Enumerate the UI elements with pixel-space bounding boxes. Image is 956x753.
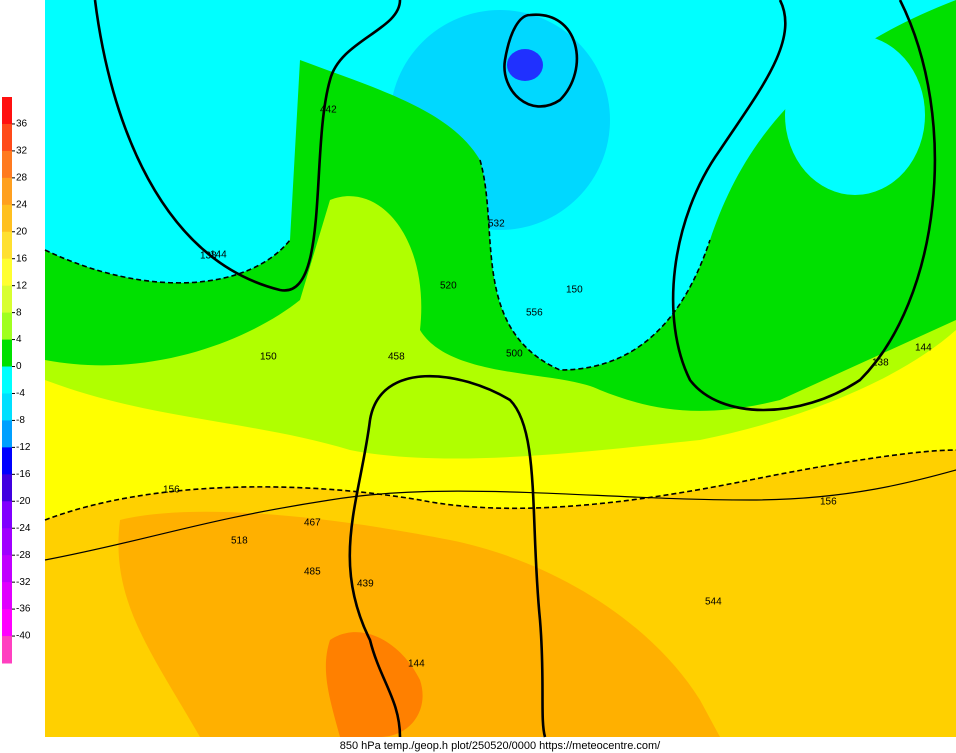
- colorbar-band: [2, 312, 12, 341]
- colorbar-band: [2, 123, 12, 152]
- map-label: 144: [210, 250, 227, 261]
- map-label: 467: [304, 518, 321, 529]
- colorbar-band: [2, 339, 12, 368]
- map-label: 150: [260, 352, 277, 363]
- colorbar-band: [2, 582, 12, 610]
- colorbar-tick-label: -20: [16, 496, 31, 507]
- colorbar-tick-label: -12: [16, 442, 31, 453]
- colorbar-tick-label: 16: [16, 253, 28, 264]
- map: 144 138 156 150 144 156 144 138 150 442 …: [44, 0, 956, 738]
- map-label: 156: [820, 497, 837, 508]
- colorbar-tick-label: -40: [16, 631, 31, 642]
- colorbar-tick-label: -8: [16, 415, 25, 426]
- colorbar-tick-label: 28: [16, 172, 28, 183]
- colorbar-band: [2, 150, 12, 179]
- map-label: 150: [566, 285, 583, 296]
- map-label: 532: [488, 219, 505, 230]
- colorbar-tick-label: -24: [16, 523, 31, 534]
- map-label: 439: [357, 579, 374, 590]
- colorbar-band: [2, 231, 12, 260]
- colorbar-band: [2, 447, 12, 475]
- colorbar-tick-label: 24: [16, 199, 28, 210]
- contour-line: [671, 0, 937, 412]
- colorbar-band: [2, 636, 12, 664]
- colorbar-tick-label: -32: [16, 577, 31, 588]
- colorbar-tick-label: 20: [16, 226, 28, 237]
- map-label: 556: [526, 308, 543, 319]
- colorbar-band: [2, 177, 12, 206]
- colorbar-tick-label: 12: [16, 280, 28, 291]
- map-label: 485: [304, 567, 321, 578]
- colorbar: 36 32 28 24 20 16 12 8 4 0 -4 -8 -12 -16 -20 -24 -28 -32 -…: [2, 97, 31, 664]
- map-label: 500: [506, 349, 523, 360]
- contour-line: [44, 159, 711, 371]
- map-label: 138: [200, 251, 217, 262]
- colorbar-band: [2, 609, 12, 637]
- colorbar-band: [2, 528, 12, 556]
- colorbar-band: [2, 393, 12, 421]
- colorbar-tick-label: -28: [16, 550, 31, 561]
- contour-line: [44, 449, 956, 521]
- map-label: 458: [388, 352, 405, 363]
- colorbar-tick-label: -4: [16, 388, 25, 399]
- colorbar-tick-label: 8: [16, 307, 22, 318]
- map-label: 144: [915, 343, 932, 354]
- contour-line: [503, 13, 579, 108]
- colorbar-tick-label: -36: [16, 604, 31, 615]
- colorbar-band: [2, 366, 12, 394]
- cold-core: [507, 49, 543, 81]
- contour-line: [93, 0, 402, 292]
- map-label: 518: [231, 536, 248, 547]
- colorbar-band: [2, 501, 12, 529]
- colorbar-band: [2, 258, 12, 287]
- map-label: 520: [440, 281, 457, 292]
- map-label: 156: [163, 485, 180, 496]
- map-label: 144: [408, 659, 425, 670]
- colorbar-band: [2, 420, 12, 448]
- colorbar-tick-label: 4: [16, 334, 22, 345]
- colorbar-tick-label: 0: [16, 361, 22, 372]
- footer: 850 hPa temp./geop.h plot/250520/0000 ht…: [340, 740, 661, 752]
- dark-orange-area: [325, 632, 423, 737]
- colorbar-band: [2, 285, 12, 314]
- map-label: 544: [705, 597, 722, 608]
- map-label: 138: [872, 358, 889, 369]
- colorbar-band: [2, 474, 12, 502]
- colorbar-tick-label: 32: [16, 146, 28, 157]
- map-label: 442: [320, 105, 337, 116]
- contour-line: [348, 374, 547, 738]
- colorbar-band: [2, 204, 12, 233]
- colorbar-tick-label: -16: [16, 469, 31, 480]
- orange-area: [118, 511, 720, 737]
- contour-line: [44, 469, 956, 561]
- colorbar-tick-label: 36: [16, 119, 28, 130]
- colorbar-band: [2, 555, 12, 583]
- cyan-area: [785, 35, 925, 195]
- colorbar-band: [2, 97, 12, 125]
